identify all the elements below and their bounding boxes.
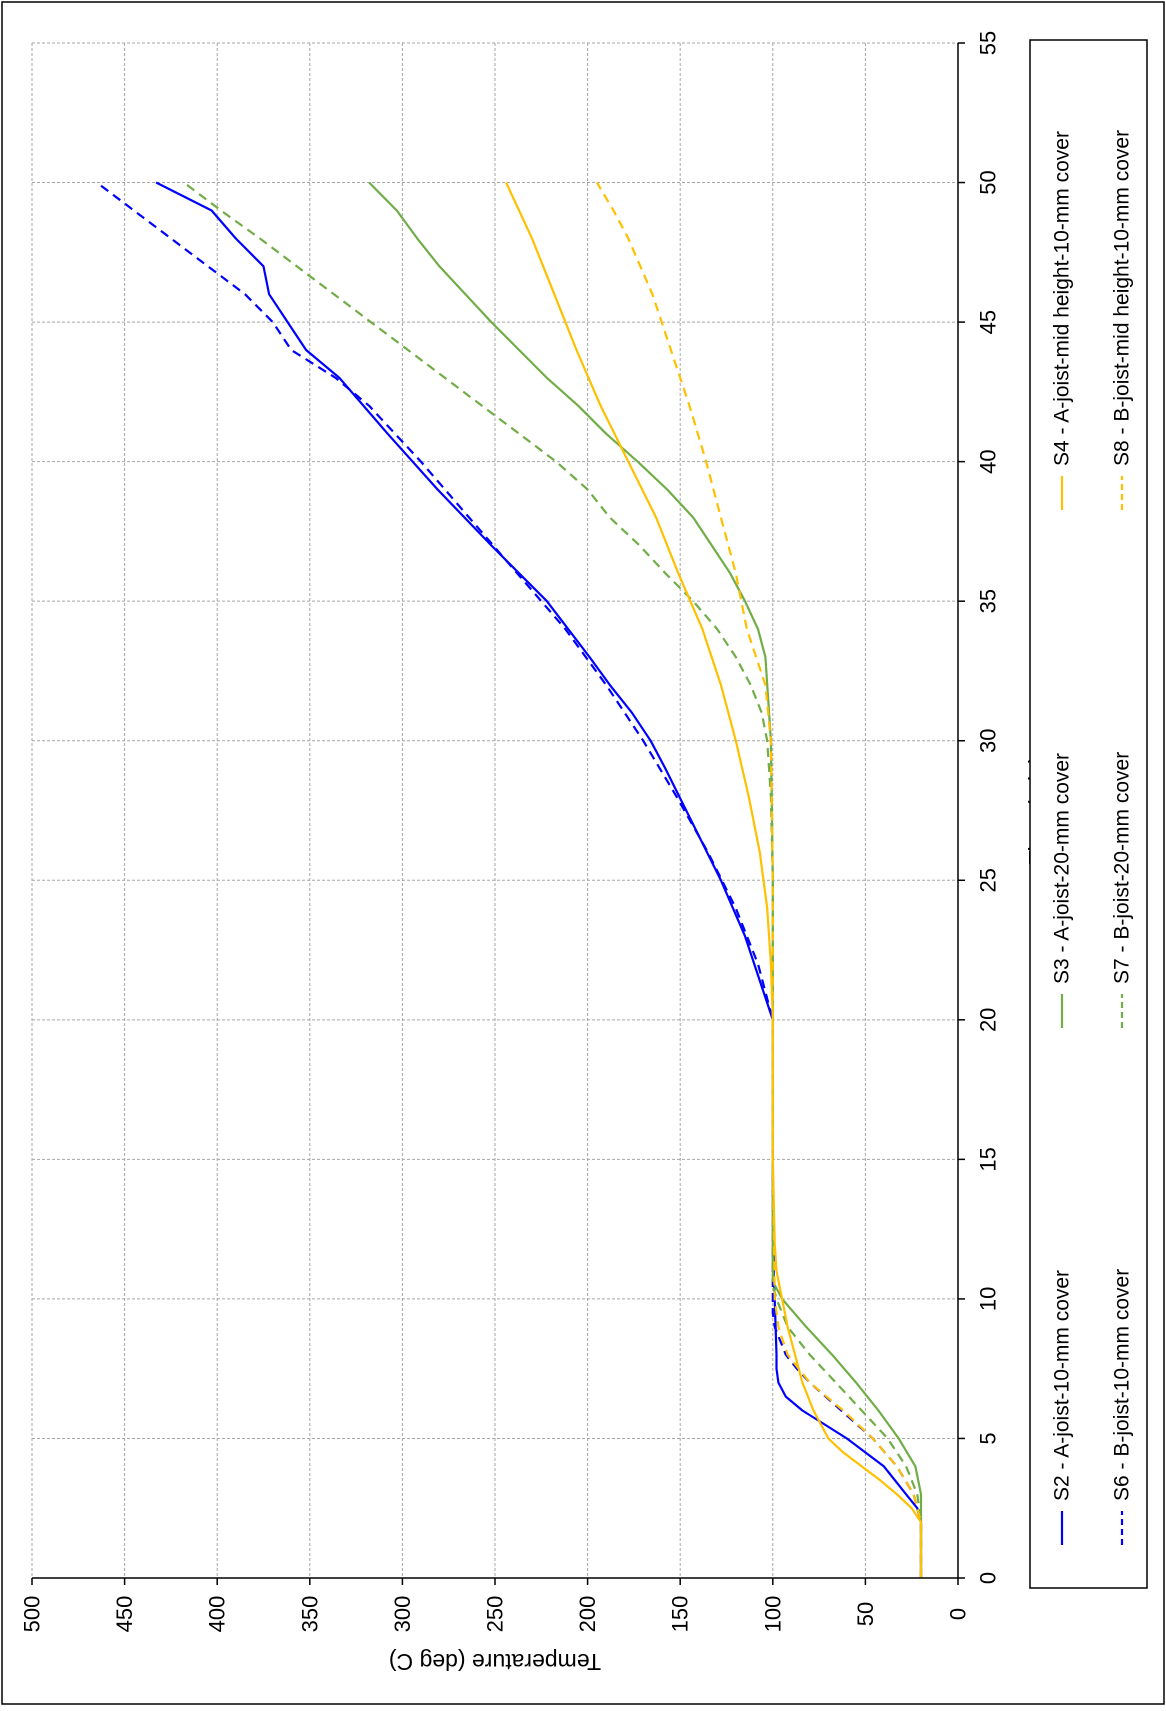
time-tick-label: 35 <box>976 589 1001 613</box>
time-tick-label: 30 <box>976 728 1001 752</box>
series-line-6 <box>595 181 923 1578</box>
time-tick-label: 45 <box>976 310 1001 334</box>
temperature-tick-label: 0 <box>946 1608 971 1620</box>
time-tick-label: 10 <box>976 1287 1001 1311</box>
time-tick-label: 0 <box>976 1572 1001 1584</box>
legend-label-1: S2 - A-joist-10-mm cover <box>1051 1270 1074 1501</box>
temperature-tick-label: 450 <box>112 1596 137 1633</box>
temperature-tick-label: 200 <box>575 1596 600 1633</box>
time-tick-label: 25 <box>976 868 1001 892</box>
legend-label-6: S8 - B-joist-mid height-10-mm cover <box>1111 130 1134 466</box>
time-tick-label: 15 <box>976 1147 1001 1171</box>
series-lines <box>96 181 923 1578</box>
temperature-tick-label: 300 <box>390 1596 415 1633</box>
series-line-3 <box>368 181 923 1578</box>
temperature-tick-label: 150 <box>668 1596 693 1633</box>
time-tick-label: 5 <box>976 1432 1001 1444</box>
time-tick-label: 55 <box>976 31 1001 55</box>
legend-label-4: S7 - B-joist-20-mm cover <box>1111 752 1134 984</box>
time-tick-label: 50 <box>976 170 1001 194</box>
temperature-tick-label: 50 <box>853 1602 878 1626</box>
temperature-axis-title: Temperature (deg C) <box>389 1649 601 1675</box>
legend: S2 - A-joist-10-mm cover S6 - B-joist-10-… <box>1029 39 1148 1589</box>
temperature-tick-label: 400 <box>205 1596 230 1633</box>
time-tick-label: 20 <box>976 1008 1001 1032</box>
legend-label-3: S3 - A-joist-20-mm cover <box>1051 753 1074 984</box>
time-tick-label: 40 <box>976 449 1001 473</box>
series-line-4 <box>183 181 923 1578</box>
legend-box <box>1029 39 1148 1589</box>
temperature-tick-label: 100 <box>760 1596 785 1633</box>
temperature-tick-label: 500 <box>20 1596 45 1633</box>
legend-label-2: S6 - B-joist-10-mm cover <box>1111 1269 1134 1501</box>
series-line-1 <box>155 181 923 1578</box>
temperature-tick-label: 350 <box>297 1596 322 1633</box>
legend-label-5: S4 - A-joist-mid height-10-mm cover <box>1051 131 1074 466</box>
temperature-tick-label: 250 <box>483 1596 508 1633</box>
grid <box>31 42 958 1578</box>
